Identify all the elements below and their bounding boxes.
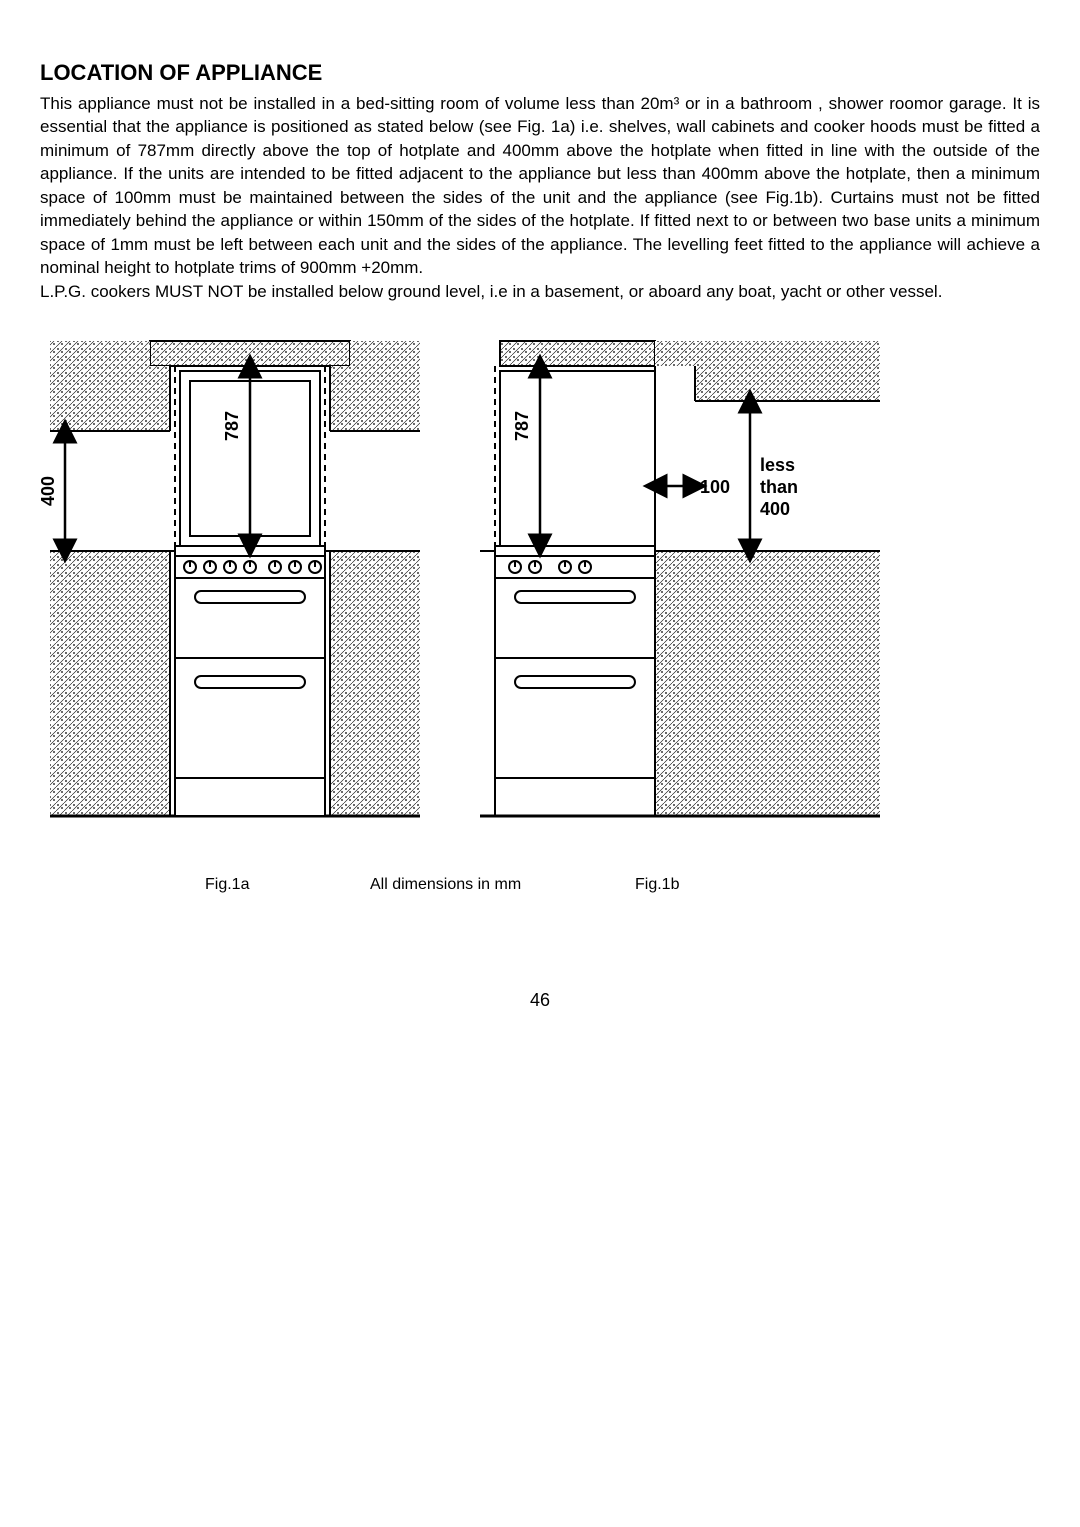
figures-row: 787 400 <box>40 331 1040 836</box>
dim-787-b: 787 <box>512 411 532 441</box>
caption-center: All dimensions in mm <box>370 876 521 894</box>
dim-400: 400 <box>40 476 58 506</box>
paragraph-2: L.P.G. cookers MUST NOT be installed bel… <box>40 280 1040 303</box>
figure-1a-svg: 787 400 <box>40 331 420 831</box>
dim-787: 787 <box>222 411 242 441</box>
figure-1a: 787 400 <box>40 331 420 836</box>
page-number: 46 <box>0 990 1080 1011</box>
figure-captions: Fig.1a All dimensions in mm Fig.1b <box>40 876 1040 900</box>
figure-1b-svg: 787 100 less than 400 <box>480 331 880 831</box>
caption-fig1b: Fig.1b <box>635 876 679 894</box>
label-400: 400 <box>760 499 790 519</box>
dim-100: 100 <box>700 477 730 497</box>
section-heading: LOCATION OF APPLIANCE <box>40 60 1040 86</box>
label-less: less <box>760 455 795 475</box>
caption-fig1a: Fig.1a <box>205 876 249 894</box>
paragraph-1: This appliance must not be installed in … <box>40 92 1040 280</box>
figure-1b: 787 100 less than 400 <box>480 331 880 836</box>
document-page: LOCATION OF APPLIANCE This appliance mus… <box>0 0 1080 1527</box>
label-than: than <box>760 477 798 497</box>
